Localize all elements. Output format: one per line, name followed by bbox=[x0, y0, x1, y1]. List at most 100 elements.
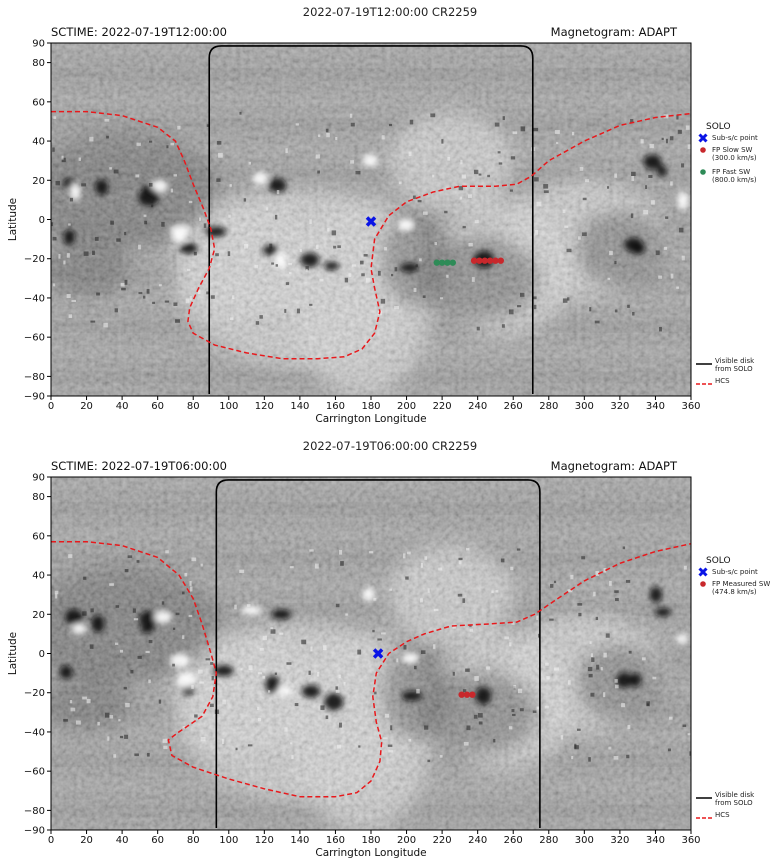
x-tick-label: 200 bbox=[397, 401, 416, 412]
x-tick-label: 180 bbox=[361, 401, 380, 412]
y-tick-label: 40 bbox=[32, 571, 45, 582]
legend-entry-label: FP Slow SW bbox=[712, 146, 753, 154]
subsc-point-marker bbox=[372, 648, 384, 659]
y-tick-label: −40 bbox=[24, 727, 45, 738]
footpoint-marker bbox=[463, 691, 471, 698]
y-tick-label: 40 bbox=[32, 137, 45, 148]
x-tick-label: 340 bbox=[646, 835, 665, 846]
x-tick-label: 240 bbox=[468, 401, 487, 412]
footpoint-marker bbox=[470, 257, 478, 264]
legend-entry-label: (800.0 km/s) bbox=[712, 176, 757, 184]
x-tick-label: 320 bbox=[610, 401, 629, 412]
y-tick-label: 80 bbox=[32, 492, 45, 503]
y-tick-label: −80 bbox=[24, 806, 45, 817]
y-tick-label: 0 bbox=[39, 649, 45, 660]
x-tick-label: 220 bbox=[433, 401, 452, 412]
footpoints-fast bbox=[433, 259, 456, 266]
x-tick-label: 180 bbox=[361, 835, 380, 846]
footpoint-marker bbox=[438, 259, 446, 266]
legend-marker-x bbox=[698, 567, 708, 577]
y-tick-label: 20 bbox=[32, 176, 45, 187]
chart-panel-bottom: 2022-07-19T06:00:00 CR2259 SCTIME: 2022-0… bbox=[7, 439, 770, 859]
legend-entry-label: (474.8 km/s) bbox=[712, 588, 757, 596]
x-tick-label: 100 bbox=[219, 835, 238, 846]
footpoint-marker bbox=[476, 257, 483, 264]
x-tick-label: 120 bbox=[255, 401, 274, 412]
legend: SOLO Sub-s/c point FP Slow SW(300.0 km/s) F… bbox=[698, 122, 758, 184]
x-tick-label: 120 bbox=[255, 835, 274, 846]
footpoint-marker bbox=[469, 691, 476, 698]
x-tick-label: 40 bbox=[116, 401, 129, 412]
y-tick-label: 20 bbox=[32, 610, 45, 621]
chart-panel-top: 2022-07-19T12:00:00 CR2259 SCTIME: 2022-0… bbox=[7, 5, 758, 425]
footpoint-marker bbox=[458, 691, 465, 698]
sctime-label: SCTIME: 2022-07-19T06:00:00 bbox=[51, 459, 227, 473]
visible-disk-boundary bbox=[215, 479, 541, 829]
x-tick-label: 300 bbox=[575, 835, 594, 846]
magnetogram-label: Magnetogram: ADAPT bbox=[551, 25, 678, 39]
x-tick-label: 160 bbox=[326, 401, 345, 412]
y-tick-label: −60 bbox=[24, 767, 45, 778]
legend-entry-label: (300.0 km/s) bbox=[712, 154, 757, 162]
legend-marker-dot bbox=[700, 169, 706, 175]
footpoints-measured bbox=[458, 691, 476, 698]
x-tick-label: 20 bbox=[80, 401, 93, 412]
legend-entry-label: from SOLO bbox=[715, 799, 753, 807]
footpoint-marker bbox=[492, 257, 499, 264]
x-tick-label: 80 bbox=[187, 401, 200, 412]
y-tick-label: −60 bbox=[24, 333, 45, 344]
x-tick-label: 360 bbox=[681, 401, 700, 412]
chart-title: 2022-07-19T12:00:00 CR2259 bbox=[303, 5, 477, 19]
x-tick-label: 260 bbox=[504, 401, 523, 412]
legend-title: SOLO bbox=[706, 122, 731, 132]
x-tick-label: 20 bbox=[80, 835, 93, 846]
x-tick-label: 220 bbox=[433, 835, 452, 846]
legend-entry-label: from SOLO bbox=[715, 365, 753, 373]
legend-entry-label: HCS bbox=[715, 377, 730, 385]
x-tick-label: 240 bbox=[468, 835, 487, 846]
legend-marker-dot bbox=[700, 147, 706, 153]
legend-marker-dot bbox=[700, 581, 706, 587]
x-tick-label: 60 bbox=[151, 835, 164, 846]
magnetogram-label: Magnetogram: ADAPT bbox=[551, 459, 678, 473]
y-tick-label: −90 bbox=[24, 826, 45, 837]
y-axis-label: Latitude bbox=[7, 632, 19, 675]
magnetogram-background bbox=[51, 43, 691, 396]
x-tick-label: 0 bbox=[48, 401, 54, 412]
x-tick-label: 100 bbox=[219, 401, 238, 412]
legend-entry-label: Sub-s/c point bbox=[712, 568, 758, 576]
x-tick-label: 360 bbox=[681, 835, 700, 846]
y-tick-label: 60 bbox=[32, 97, 45, 108]
x-tick-label: 260 bbox=[504, 835, 523, 846]
footpoint-marker bbox=[449, 259, 456, 266]
legend-entry-label: Sub-s/c point bbox=[712, 134, 758, 142]
y-tick-label: 80 bbox=[32, 58, 45, 69]
y-tick-label: −40 bbox=[24, 293, 45, 304]
legend-entry-label: Visible disk bbox=[715, 357, 755, 365]
legend-title: SOLO bbox=[706, 556, 731, 566]
x-tick-label: 280 bbox=[539, 401, 558, 412]
x-tick-label: 140 bbox=[290, 835, 309, 846]
hcs-line bbox=[51, 540, 692, 798]
y-tick-label: −20 bbox=[24, 254, 45, 265]
x-tick-label: 280 bbox=[539, 835, 558, 846]
x-tick-label: 320 bbox=[610, 835, 629, 846]
x-tick-label: 340 bbox=[646, 401, 665, 412]
y-tick-label: −80 bbox=[24, 372, 45, 383]
x-tick-label: 40 bbox=[116, 835, 129, 846]
y-tick-label: 90 bbox=[32, 473, 45, 484]
y-tick-label: 0 bbox=[39, 215, 45, 226]
legend-entry-label: Visible disk bbox=[715, 791, 755, 799]
y-tick-label: 90 bbox=[32, 39, 45, 50]
footpoint-marker bbox=[497, 257, 504, 264]
x-tick-label: 60 bbox=[151, 401, 164, 412]
footpoint-marker bbox=[486, 257, 494, 264]
legend-entry-label: FP Measured SW bbox=[712, 580, 770, 588]
visible-disk-boundary bbox=[208, 45, 534, 395]
legend: SOLO Sub-s/c point FP Measured SW(474.8 km… bbox=[698, 556, 770, 596]
y-tick-label: 60 bbox=[32, 531, 45, 542]
sctime-label: SCTIME: 2022-07-19T12:00:00 bbox=[51, 25, 227, 39]
